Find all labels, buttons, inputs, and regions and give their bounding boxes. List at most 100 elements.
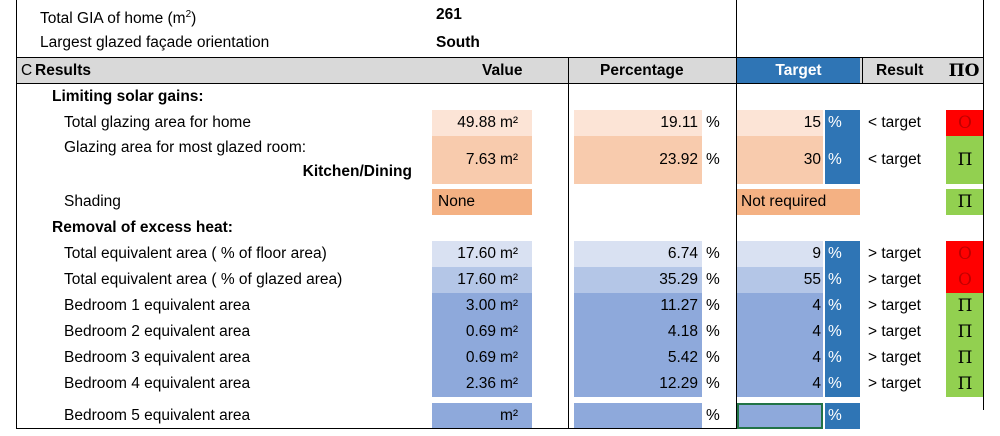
heat-row: Total equivalent area ( % of floor area)… [0, 241, 1000, 267]
heat-row-pct[interactable]: 6.74 [667, 245, 698, 262]
heat-row-value-cell: 2.36 m² [432, 371, 532, 397]
room-glazing-value-cell: 7.63 m² [432, 136, 532, 184]
heat-row-label: Total equivalent area ( % of floor area) [64, 245, 327, 262]
heat-row-target[interactable]: 9 [737, 241, 823, 267]
heat-row-value[interactable] [432, 403, 496, 429]
heat-row-pct-cell: 12.29 [574, 371, 702, 397]
heat-row-unit: m² [500, 245, 519, 262]
total-glazing-target[interactable]: 15 [737, 110, 823, 136]
heat-row-value-cell: 17.60 m² [432, 241, 532, 267]
heat-row-target[interactable]: 4 [737, 293, 823, 319]
heat-row-pct[interactable]: 35.29 [659, 271, 698, 288]
total-glazing-value[interactable]: 49.88 [457, 114, 496, 131]
heat-row-pct-cell: 11.27 [574, 293, 702, 319]
heat-row-target[interactable] [737, 403, 823, 429]
heat-row-target-unit: % [825, 241, 860, 267]
shading-flag: Π [946, 189, 984, 215]
heat-row-unit: m² [500, 323, 519, 340]
heat-row-pct-unit: % [706, 323, 720, 340]
heat-row-value[interactable]: 0.69 [465, 323, 496, 340]
heat-row-target[interactable]: 4 [737, 371, 823, 397]
heat-row: Bedroom 4 equivalent area 2.36 m² 12.29% 4% >… [0, 371, 1000, 397]
heat-row-target-unit: % [825, 319, 860, 345]
room-name: Kitchen/Dining [302, 163, 412, 180]
heat-row-pct[interactable] [574, 403, 698, 429]
heat-row-pct[interactable]: 11.27 [660, 297, 698, 314]
grid-line [16, 428, 737, 429]
shading-value[interactable]: None [432, 189, 532, 215]
total-glazing-value-cell: 49.88 m² [432, 110, 532, 136]
heat-row-flag: Π [946, 371, 984, 397]
grid-line [16, 83, 984, 84]
heat-row-flag: Ο [946, 267, 984, 293]
heat-row-value[interactable]: 3.00 [465, 297, 496, 314]
heat-row-unit: m² [500, 297, 519, 314]
heat-row-flag: Ο [946, 241, 984, 267]
heat-row-target-unit: % [825, 403, 860, 429]
heat-row-pct-cell [574, 403, 702, 429]
room-glazing-result: < target [868, 151, 921, 168]
value-heading: Value [482, 62, 523, 79]
room-glazing-target-unit: % [825, 136, 860, 184]
target-heading: Target [737, 58, 860, 83]
orientation-row: Largest glazed façade orientation South [0, 30, 1000, 56]
shading-label: Shading [64, 193, 121, 210]
heat-row-pct-cell: 35.29 [574, 267, 702, 293]
heat-row-pct[interactable]: 5.42 [667, 349, 698, 366]
heat-row-pct-unit: % [706, 245, 720, 262]
heat-row-pct[interactable]: 4.18 [667, 323, 698, 340]
heat-row-result: > target [868, 323, 921, 340]
heat-row-flag: Π [946, 319, 984, 345]
heat-row-result: > target [868, 271, 921, 288]
room-glazing-value[interactable]: 7.63 [465, 151, 496, 168]
heat-row-label: Total equivalent area ( % of glazed area… [64, 271, 343, 288]
heat-row: Bedroom 3 equivalent area 0.69 m² 5.42% 4% > … [0, 345, 1000, 371]
heat-row-value[interactable]: 2.36 [465, 375, 496, 392]
gia-row: Total GIA of home (m2) 261 [0, 2, 1000, 28]
shading-target: Not required [737, 189, 860, 215]
total-glazing-unit: m² [500, 114, 519, 131]
room-glazing-pct-unit: % [706, 151, 720, 168]
grid-line [862, 57, 863, 83]
heat-row-unit: m² [500, 375, 519, 392]
total-glazing-pct-unit: % [706, 114, 720, 131]
heat-row-value-cell: m² [432, 403, 532, 429]
heat-row-target[interactable]: 4 [737, 319, 823, 345]
room-glazing-pct[interactable]: 23.92 [659, 151, 698, 168]
total-glazing-target-unit: % [825, 110, 860, 136]
heat-row-value-cell: 0.69 m² [432, 319, 532, 345]
heat-row-target-unit: % [825, 267, 860, 293]
total-glazing-row: Total glazing area for home 49.88 m² 19.… [0, 110, 1000, 136]
heat-row-flag: Π [946, 293, 984, 319]
room-glazing-label: Glazing area for most glazed room: [64, 139, 307, 156]
heat-row-flag: Π [946, 345, 984, 371]
heat-row-pct-unit: % [706, 375, 720, 392]
heat-row-value-cell: 3.00 m² [432, 293, 532, 319]
room-glazing-row: Glazing area for most glazed room: Kitch… [0, 136, 1000, 184]
heat-row-unit: m² [500, 407, 519, 424]
orientation-value[interactable]: South [436, 34, 480, 51]
total-glazing-flag: Ο [946, 110, 984, 136]
gia-value[interactable]: 261 [436, 6, 462, 23]
room-glazing-target[interactable]: 30 [737, 136, 823, 184]
header-row: C Results Value Percentage Target Result… [0, 58, 1000, 83]
heat-row-value[interactable]: 17.60 [457, 271, 496, 288]
heat-row-target[interactable]: 4 [737, 345, 823, 371]
flag-heading: ΠΟ [948, 61, 980, 81]
results-heading: Results [35, 62, 91, 79]
heat-row-value[interactable]: 17.60 [457, 245, 496, 262]
heat-row-value[interactable]: 0.69 [465, 349, 496, 366]
total-glazing-label: Total glazing area for home [64, 114, 251, 131]
heat-row-pct[interactable]: 12.29 [659, 375, 698, 392]
solar-title: Limiting solar gains: [52, 88, 204, 105]
total-glazing-pct[interactable]: 19.11 [660, 114, 698, 131]
heat-row-pct-unit: % [706, 271, 720, 288]
heat-row-label: Bedroom 1 equivalent area [64, 297, 251, 314]
grid-line [16, 57, 984, 58]
total-glazing-result: < target [868, 114, 921, 131]
result-heading: Result [876, 62, 924, 79]
heat-title-row: Removal of excess heat: [0, 215, 1000, 241]
heat-row-target[interactable]: 55 [737, 267, 823, 293]
grid-line [983, 0, 984, 410]
